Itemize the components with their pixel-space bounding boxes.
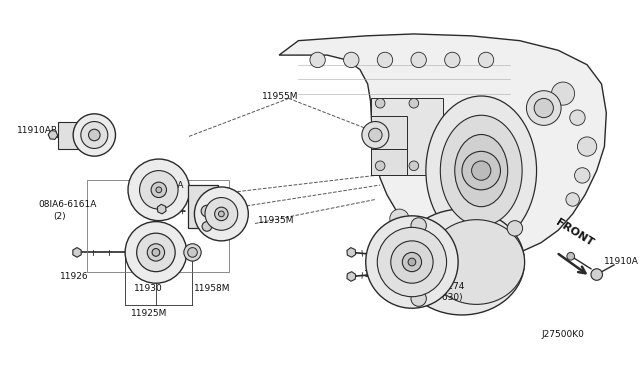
Circle shape: [195, 187, 248, 241]
Circle shape: [377, 227, 447, 297]
Circle shape: [436, 243, 449, 256]
Circle shape: [214, 207, 228, 221]
Polygon shape: [371, 99, 443, 176]
Polygon shape: [48, 131, 58, 140]
Circle shape: [391, 241, 433, 283]
Polygon shape: [157, 204, 166, 214]
Bar: [86, 180, 229, 272]
Polygon shape: [347, 272, 356, 281]
Bar: [188, 185, 218, 228]
Circle shape: [125, 222, 187, 283]
Text: J27500K0: J27500K0: [541, 330, 584, 339]
Circle shape: [508, 221, 523, 236]
Circle shape: [577, 137, 596, 156]
Circle shape: [403, 253, 422, 272]
Circle shape: [575, 168, 590, 183]
Circle shape: [310, 52, 325, 68]
Polygon shape: [347, 248, 356, 257]
Circle shape: [156, 187, 162, 193]
Circle shape: [570, 110, 585, 125]
Text: 11930: 11930: [134, 283, 163, 292]
Circle shape: [472, 161, 491, 180]
Circle shape: [73, 114, 115, 156]
Text: 11910A: 11910A: [604, 257, 639, 266]
Circle shape: [375, 99, 385, 108]
Polygon shape: [279, 34, 606, 259]
Circle shape: [534, 99, 554, 118]
Bar: [58, 122, 96, 150]
Bar: [414, 269, 491, 296]
Circle shape: [201, 205, 212, 217]
Text: SEC. 274: SEC. 274: [424, 282, 465, 291]
Circle shape: [552, 82, 575, 105]
Text: 11910AA: 11910AA: [364, 270, 405, 279]
Circle shape: [591, 269, 602, 280]
Circle shape: [218, 211, 224, 217]
Ellipse shape: [399, 209, 525, 315]
Bar: [371, 116, 407, 150]
Circle shape: [147, 244, 164, 261]
Circle shape: [202, 222, 212, 231]
Circle shape: [566, 193, 579, 206]
Text: 11958M: 11958M: [193, 283, 230, 292]
Ellipse shape: [455, 135, 508, 207]
Text: 11910AB: 11910AB: [17, 126, 58, 135]
Text: 11935M: 11935M: [258, 216, 294, 225]
Circle shape: [137, 233, 175, 272]
Circle shape: [409, 161, 419, 171]
Circle shape: [365, 216, 458, 308]
Text: 08IA6-6161A: 08IA6-6161A: [38, 200, 97, 209]
Circle shape: [411, 291, 426, 306]
Circle shape: [390, 209, 409, 228]
Ellipse shape: [440, 115, 522, 226]
Circle shape: [408, 258, 416, 266]
Circle shape: [140, 171, 178, 209]
Polygon shape: [73, 248, 81, 257]
Circle shape: [81, 122, 108, 148]
Circle shape: [128, 159, 189, 221]
Circle shape: [445, 52, 460, 68]
Circle shape: [205, 198, 237, 230]
Circle shape: [377, 52, 393, 68]
Text: 11925M: 11925M: [131, 308, 168, 318]
Circle shape: [527, 91, 561, 125]
Circle shape: [362, 122, 389, 148]
Bar: [371, 148, 407, 176]
Ellipse shape: [426, 96, 536, 245]
Text: (2): (2): [53, 212, 65, 221]
Circle shape: [188, 248, 197, 257]
Circle shape: [88, 129, 100, 141]
Text: FRONT: FRONT: [554, 218, 596, 248]
Circle shape: [369, 128, 382, 142]
Ellipse shape: [428, 220, 525, 304]
Circle shape: [462, 151, 500, 190]
Circle shape: [567, 253, 575, 260]
Circle shape: [411, 52, 426, 68]
Text: 11925MA: 11925MA: [143, 180, 185, 190]
Circle shape: [409, 99, 419, 108]
Circle shape: [478, 52, 493, 68]
Text: 11926: 11926: [60, 272, 88, 281]
Circle shape: [375, 161, 385, 171]
Circle shape: [151, 182, 166, 198]
Circle shape: [344, 52, 359, 68]
Circle shape: [184, 244, 201, 261]
Circle shape: [411, 230, 426, 246]
Text: 11955M: 11955M: [262, 92, 298, 101]
Text: (27630): (27630): [427, 293, 463, 302]
Circle shape: [411, 218, 426, 233]
Circle shape: [152, 248, 160, 256]
